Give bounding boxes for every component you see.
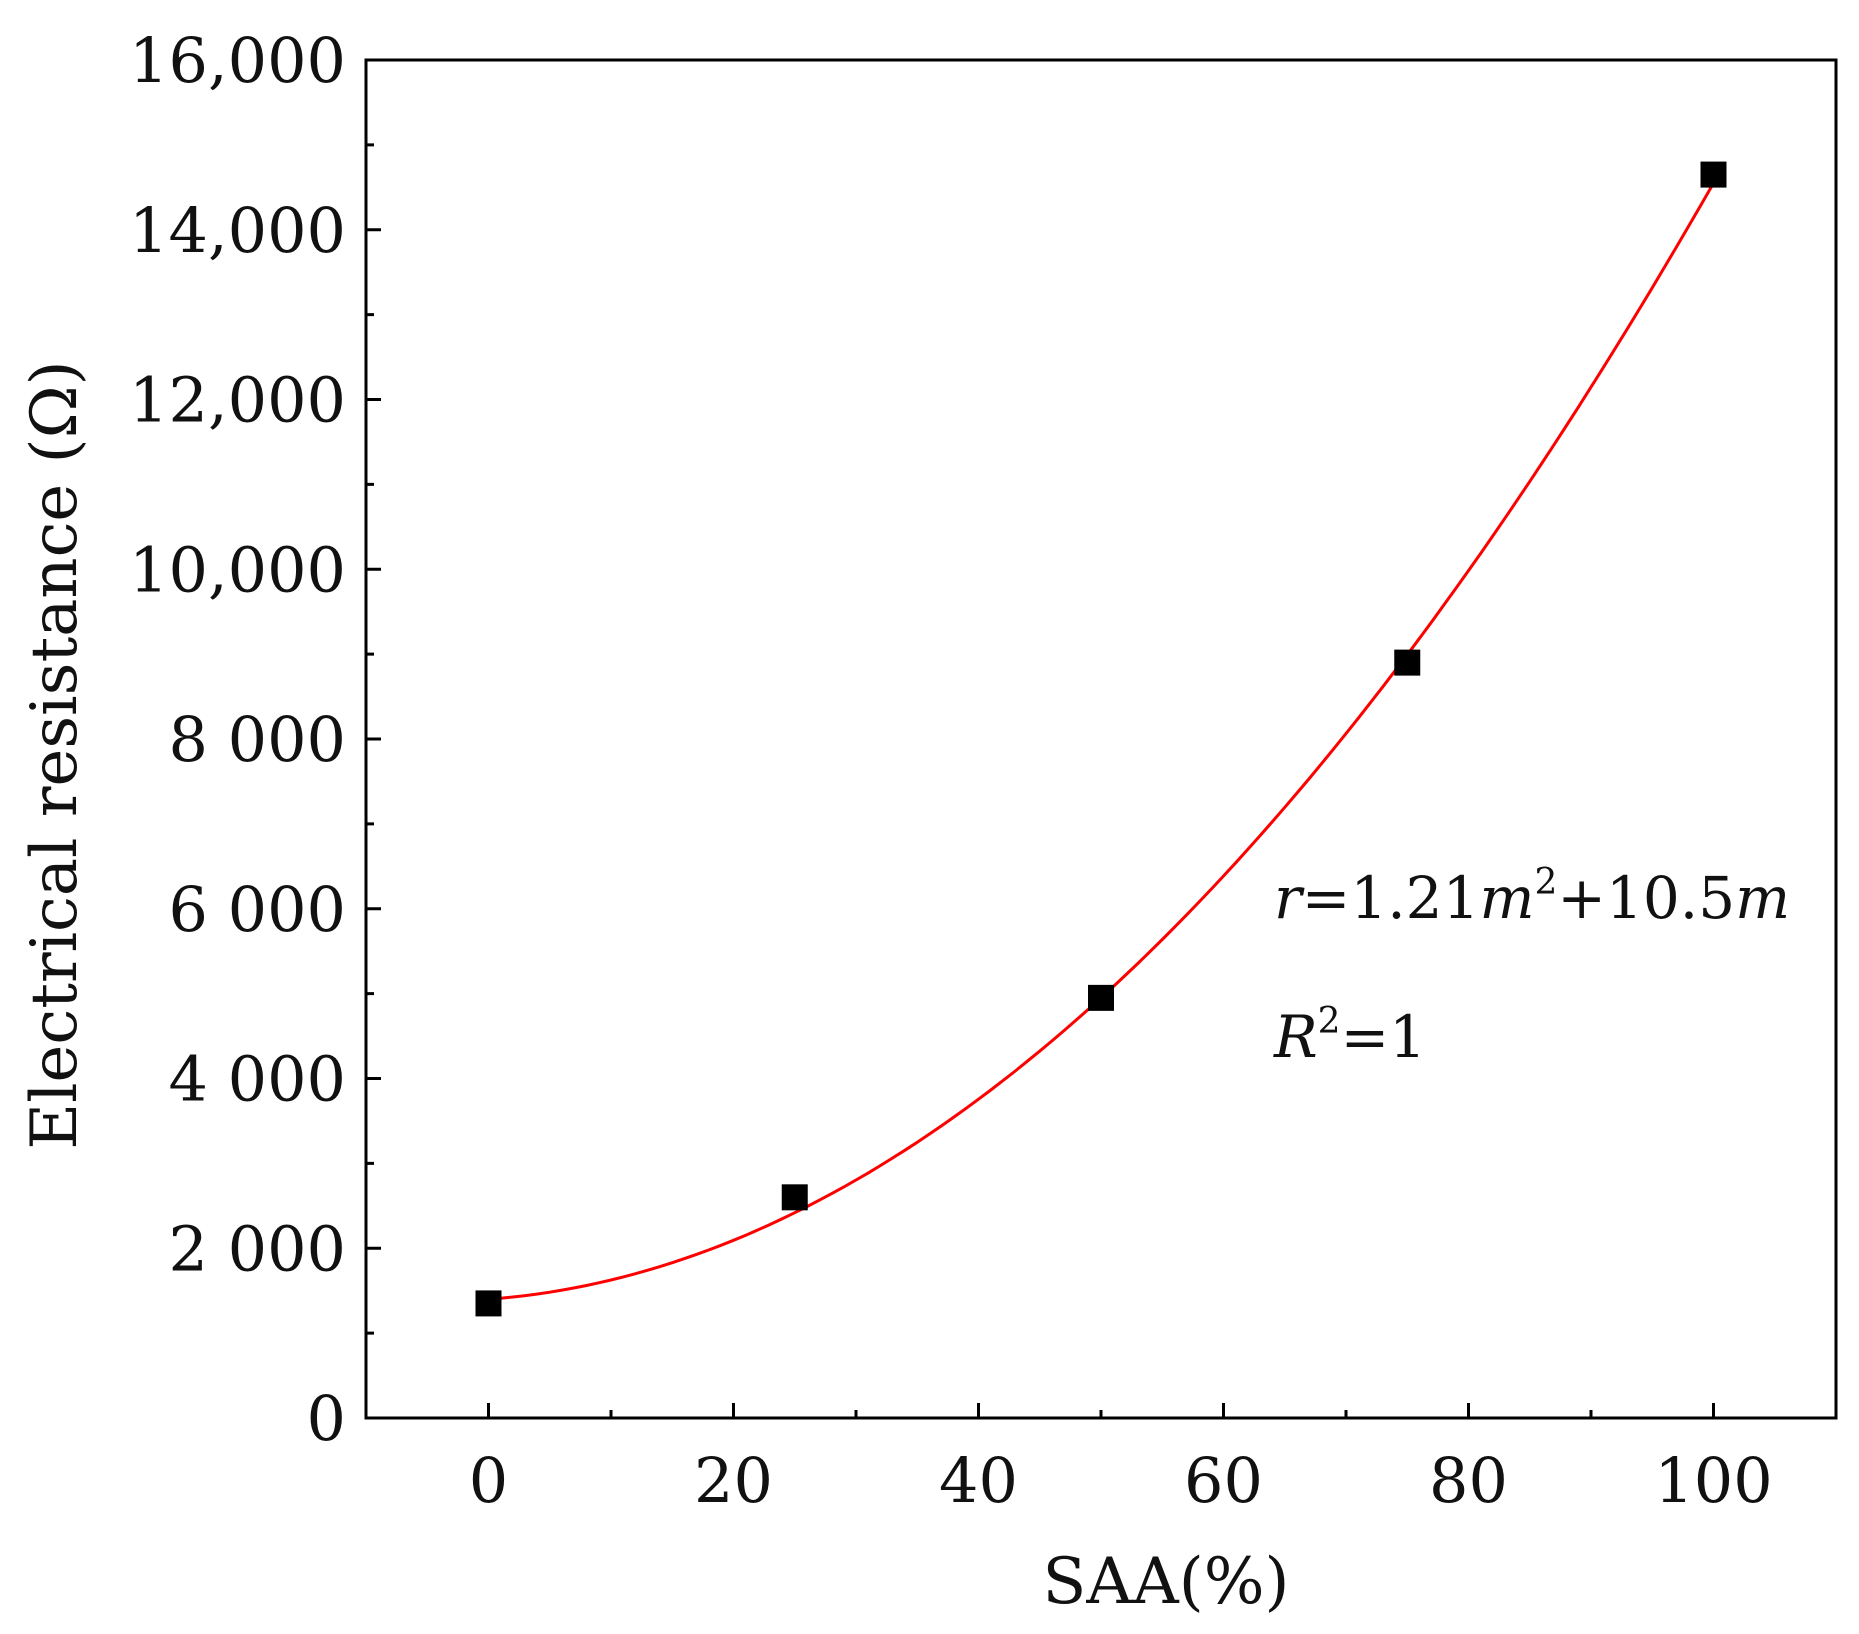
x-tick-label: 20 (694, 1444, 773, 1517)
x-tick-label: 0 (469, 1444, 508, 1517)
y-tick-label: 2 000 (169, 1212, 347, 1285)
x-tick-label: 80 (1429, 1444, 1508, 1517)
y-axis-title: Electrical resistance (Ω) (18, 360, 92, 1149)
x-tick-label: 100 (1654, 1444, 1772, 1517)
data-point (781, 1184, 808, 1211)
y-tick-label: 0 (307, 1382, 346, 1455)
y-tick-label: 8 000 (169, 703, 347, 776)
fit-curve-layer (488, 182, 1715, 1301)
fit-curve (488, 182, 1715, 1301)
data-point (1700, 161, 1727, 188)
y-tick-label: 6 000 (169, 873, 347, 946)
r-squared-label: R2=1 (1273, 1001, 1426, 1071)
y-tick-label: 10,000 (129, 533, 346, 606)
plot-frame (364, 58, 1838, 1420)
x-axis-title: SAA(%) (1042, 1545, 1289, 1619)
data-point (1394, 649, 1421, 676)
data-point (475, 1290, 502, 1317)
axes-layer: 0 20 40 60 80 100 0 2 000 4 000 6 000 8 000 10,000 1… (129, 24, 1838, 1517)
y-tick-label: 14,000 (129, 194, 346, 267)
data-point (1088, 984, 1114, 1011)
y-tick-label: 16,000 (129, 24, 346, 97)
data-points-layer (475, 161, 1727, 1317)
x-tick-label: 60 (1184, 1444, 1263, 1517)
fit-equation: r=1.21m2+10.5m (1274, 862, 1790, 932)
x-tick-label: 40 (939, 1444, 1018, 1517)
y-tick-label: 12,000 (129, 364, 346, 437)
y-tick-label: 4 000 (169, 1043, 347, 1116)
